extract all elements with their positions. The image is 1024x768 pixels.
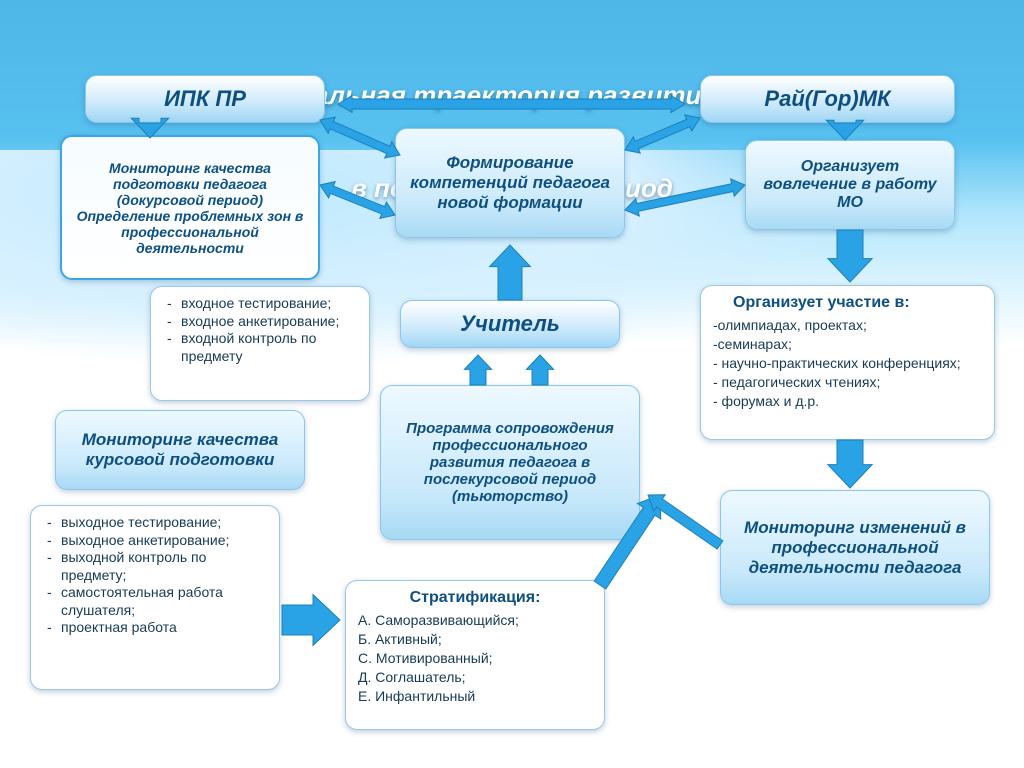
box-monit1-text: Мониторинг качества подготовки педагога …: [74, 160, 306, 256]
line-item: С. Мотивированный;: [358, 649, 592, 668]
program-up1: [464, 355, 491, 385]
list-item: входное анкетирование;: [167, 313, 357, 331]
box-output-list: выходное тестирование;выходное анкетиров…: [30, 505, 280, 690]
line-item: Д. Соглашатель;: [358, 668, 592, 687]
box-ipk-text: ИПК ПР: [164, 86, 246, 112]
orgpart-header: Организует участие в:: [713, 294, 982, 312]
outlist-right: [282, 595, 340, 646]
program-up2: [526, 355, 553, 385]
line-item: - форумах и д.р.: [713, 392, 982, 411]
orgpart-down: [828, 440, 872, 488]
list-item: выходной контроль по предмету;: [47, 549, 267, 584]
box-formir: Формирование компетенций педагога новой …: [395, 128, 625, 238]
box-formir-text: Формирование компетенций педагога новой …: [408, 153, 612, 213]
line-item: -олимпиадах, проектах;: [713, 316, 982, 335]
list-item: входное тестирование;: [167, 295, 357, 313]
line-item: Б. Активный;: [358, 630, 592, 649]
box-monit2-text: Мониторинг качества курсовой подготовки: [68, 430, 292, 470]
list-item: выходное тестирование;: [47, 514, 267, 532]
box-raymk: Рай(Гор)МК: [700, 75, 955, 123]
monit3-to-prog: [648, 495, 723, 549]
box-program: Программа сопровождения профессиональног…: [380, 385, 640, 540]
list-item: входной контроль по предмету: [167, 330, 357, 365]
box-monit1: Мониторинг качества подготовки педагога …: [60, 135, 320, 280]
list-item: самостоятельная работа слушателя;: [47, 584, 267, 619]
strat-header: Стратификация:: [358, 589, 592, 607]
box-ipk: ИПК ПР: [85, 75, 325, 123]
list-item: проектная работа: [47, 619, 267, 637]
box-monit2: Мониторинг качества курсовой подготовки: [55, 410, 305, 490]
line-item: -семинарах;: [713, 335, 982, 354]
orgpart-lines: -олимпиадах, проектах;-семинарах;- научн…: [713, 316, 982, 410]
box-raymk-text: Рай(Гор)МК: [764, 86, 890, 112]
box-teacher: Учитель: [400, 300, 620, 348]
box-monit3: Мониторинг изменений в профессиональной …: [720, 490, 990, 605]
box-org-participation: Организует участие в: -олимпиадах, проек…: [700, 285, 995, 440]
diagram-stage: Индивидуальная траектория развития учите…: [0, 0, 1024, 768]
box-monit3-text: Мониторинг изменений в профессиональной …: [733, 518, 977, 578]
list-item: выходное анкетирование;: [47, 532, 267, 550]
box-input-list: входное тестирование;входное анкетирован…: [150, 286, 370, 401]
line-item: Е. Инфантильный: [358, 687, 592, 706]
box-orgmo-text: Организует вовлечение в работу МО: [758, 158, 942, 212]
line-item: - научно-практических конференциях;: [713, 354, 982, 373]
line-item: А. Саморазвивающийся;: [358, 611, 592, 630]
box-program-text: Программа сопровождения профессиональног…: [393, 420, 627, 505]
box-teacher-text: Учитель: [460, 311, 560, 337]
line-item: - педагогических чтениях;: [713, 373, 982, 392]
box-org-mo: Организует вовлечение в работу МО: [745, 140, 955, 230]
box-stratification: Стратификация: А. Саморазвивающийся;Б. А…: [345, 580, 605, 730]
strat-lines: А. Саморазвивающийся;Б. Активный;С. Моти…: [358, 611, 592, 705]
